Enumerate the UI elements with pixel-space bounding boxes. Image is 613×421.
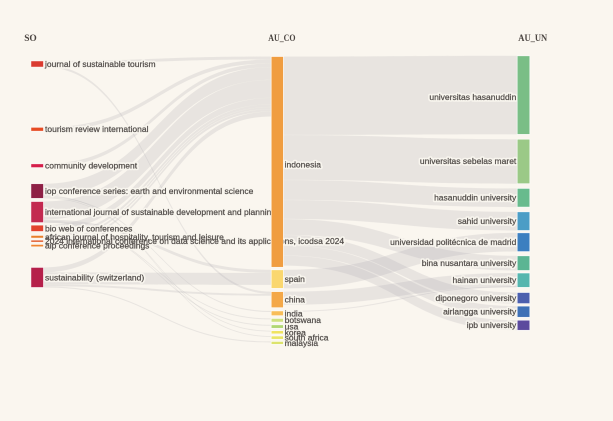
svg-text:universitas hasanuddin: universitas hasanuddin [429,92,516,102]
svg-text:diponegoro university: diponegoro university [435,293,517,303]
svg-text:journal of sustainable tourism: journal of sustainable tourism [44,59,156,69]
svg-text:india: india [285,308,303,318]
svg-text:china: china [285,295,306,305]
svg-text:iop conference series: earth a: iop conference series: earth and environ… [45,186,254,196]
svg-text:spain: spain [285,274,306,284]
svg-text:korea: korea [285,327,307,337]
svg-text:universitas sebelas maret: universitas sebelas maret [420,156,517,166]
svg-text:international journal of susta: international journal of sustainable dev… [45,207,276,217]
svg-text:aip conference proceedings: aip conference proceedings [45,241,149,251]
svg-text:african journal of hospitality: african journal of hospitality, tourism … [45,232,224,242]
svg-text:usa: usa [285,322,299,332]
svg-text:sustainability (switzerland): sustainability (switzerland) [45,272,144,282]
svg-text:indonesia: indonesia [285,160,322,170]
svg-text:community development: community development [45,161,138,171]
svg-text:ipb university: ipb university [467,320,517,330]
svg-text:botswana: botswana [285,315,322,325]
svg-text:community development: community development [45,161,138,171]
svg-text:african journal of hospitality: african journal of hospitality, tourism … [45,232,224,242]
svg-text:hasanuddin university: hasanuddin university [434,193,517,203]
svg-text:sahid university: sahid university [458,216,517,226]
svg-text:airlangga university: airlangga university [443,307,517,317]
svg-text:iop conference series: earth a: iop conference series: earth and environ… [45,186,254,196]
svg-text:AU_UN: AU_UN [518,34,547,44]
svg-text:malaysia: malaysia [285,338,319,348]
svg-text:tourism review international: tourism review international [45,124,149,134]
svg-text:hainan university: hainan university [453,275,518,285]
svg-text:bina nusantara university: bina nusantara university [422,258,517,268]
svg-text:universidad politécnica de mad: universidad politécnica de madrid [390,237,516,247]
svg-text:indonesia: indonesia [285,160,322,170]
svg-text:sahid university: sahid university [458,216,517,226]
svg-text:2024 international conference: 2024 international conference on data sc… [45,236,344,246]
svg-text:usa: usa [285,322,299,332]
svg-text:universitas hasanuddin: universitas hasanuddin [429,92,516,102]
svg-text:universitas sebelas maret: universitas sebelas maret [420,156,517,166]
svg-text:china: china [285,295,306,305]
svg-text:hainan university: hainan university [453,275,518,285]
svg-text:bina nusantara university: bina nusantara university [422,258,517,268]
svg-text:tourism review international: tourism review international [45,124,149,134]
svg-text:sustainability (switzerland): sustainability (switzerland) [45,272,144,282]
svg-text:hasanuddin university: hasanuddin university [434,193,517,203]
svg-text:spain: spain [285,274,306,284]
svg-text:airlangga university: airlangga university [443,307,517,317]
svg-text:botswana: botswana [285,315,322,325]
svg-text:malaysia: malaysia [285,338,319,348]
svg-text:journal of sustainable tourism: journal of sustainable tourism [44,59,156,69]
svg-text:south africa: south africa [285,333,329,343]
svg-text:2024 international conference: 2024 international conference on data sc… [45,236,344,246]
svg-text:ipb university: ipb university [467,320,517,330]
svg-text:bio web of conferences: bio web of conferences [45,223,132,233]
svg-text:diponegoro university: diponegoro university [435,293,517,303]
svg-text:SO: SO [24,34,37,44]
svg-text:india: india [285,308,303,318]
svg-text:korea: korea [285,327,307,337]
svg-text:AU_CO: AU_CO [268,34,295,44]
svg-text:bio web of conferences: bio web of conferences [45,223,132,233]
svg-text:universidad politécnica de mad: universidad politécnica de madrid [390,237,516,247]
svg-text:international journal of susta: international journal of sustainable dev… [45,207,276,217]
svg-text:aip conference proceedings: aip conference proceedings [45,241,149,251]
svg-text:south africa: south africa [285,333,329,343]
